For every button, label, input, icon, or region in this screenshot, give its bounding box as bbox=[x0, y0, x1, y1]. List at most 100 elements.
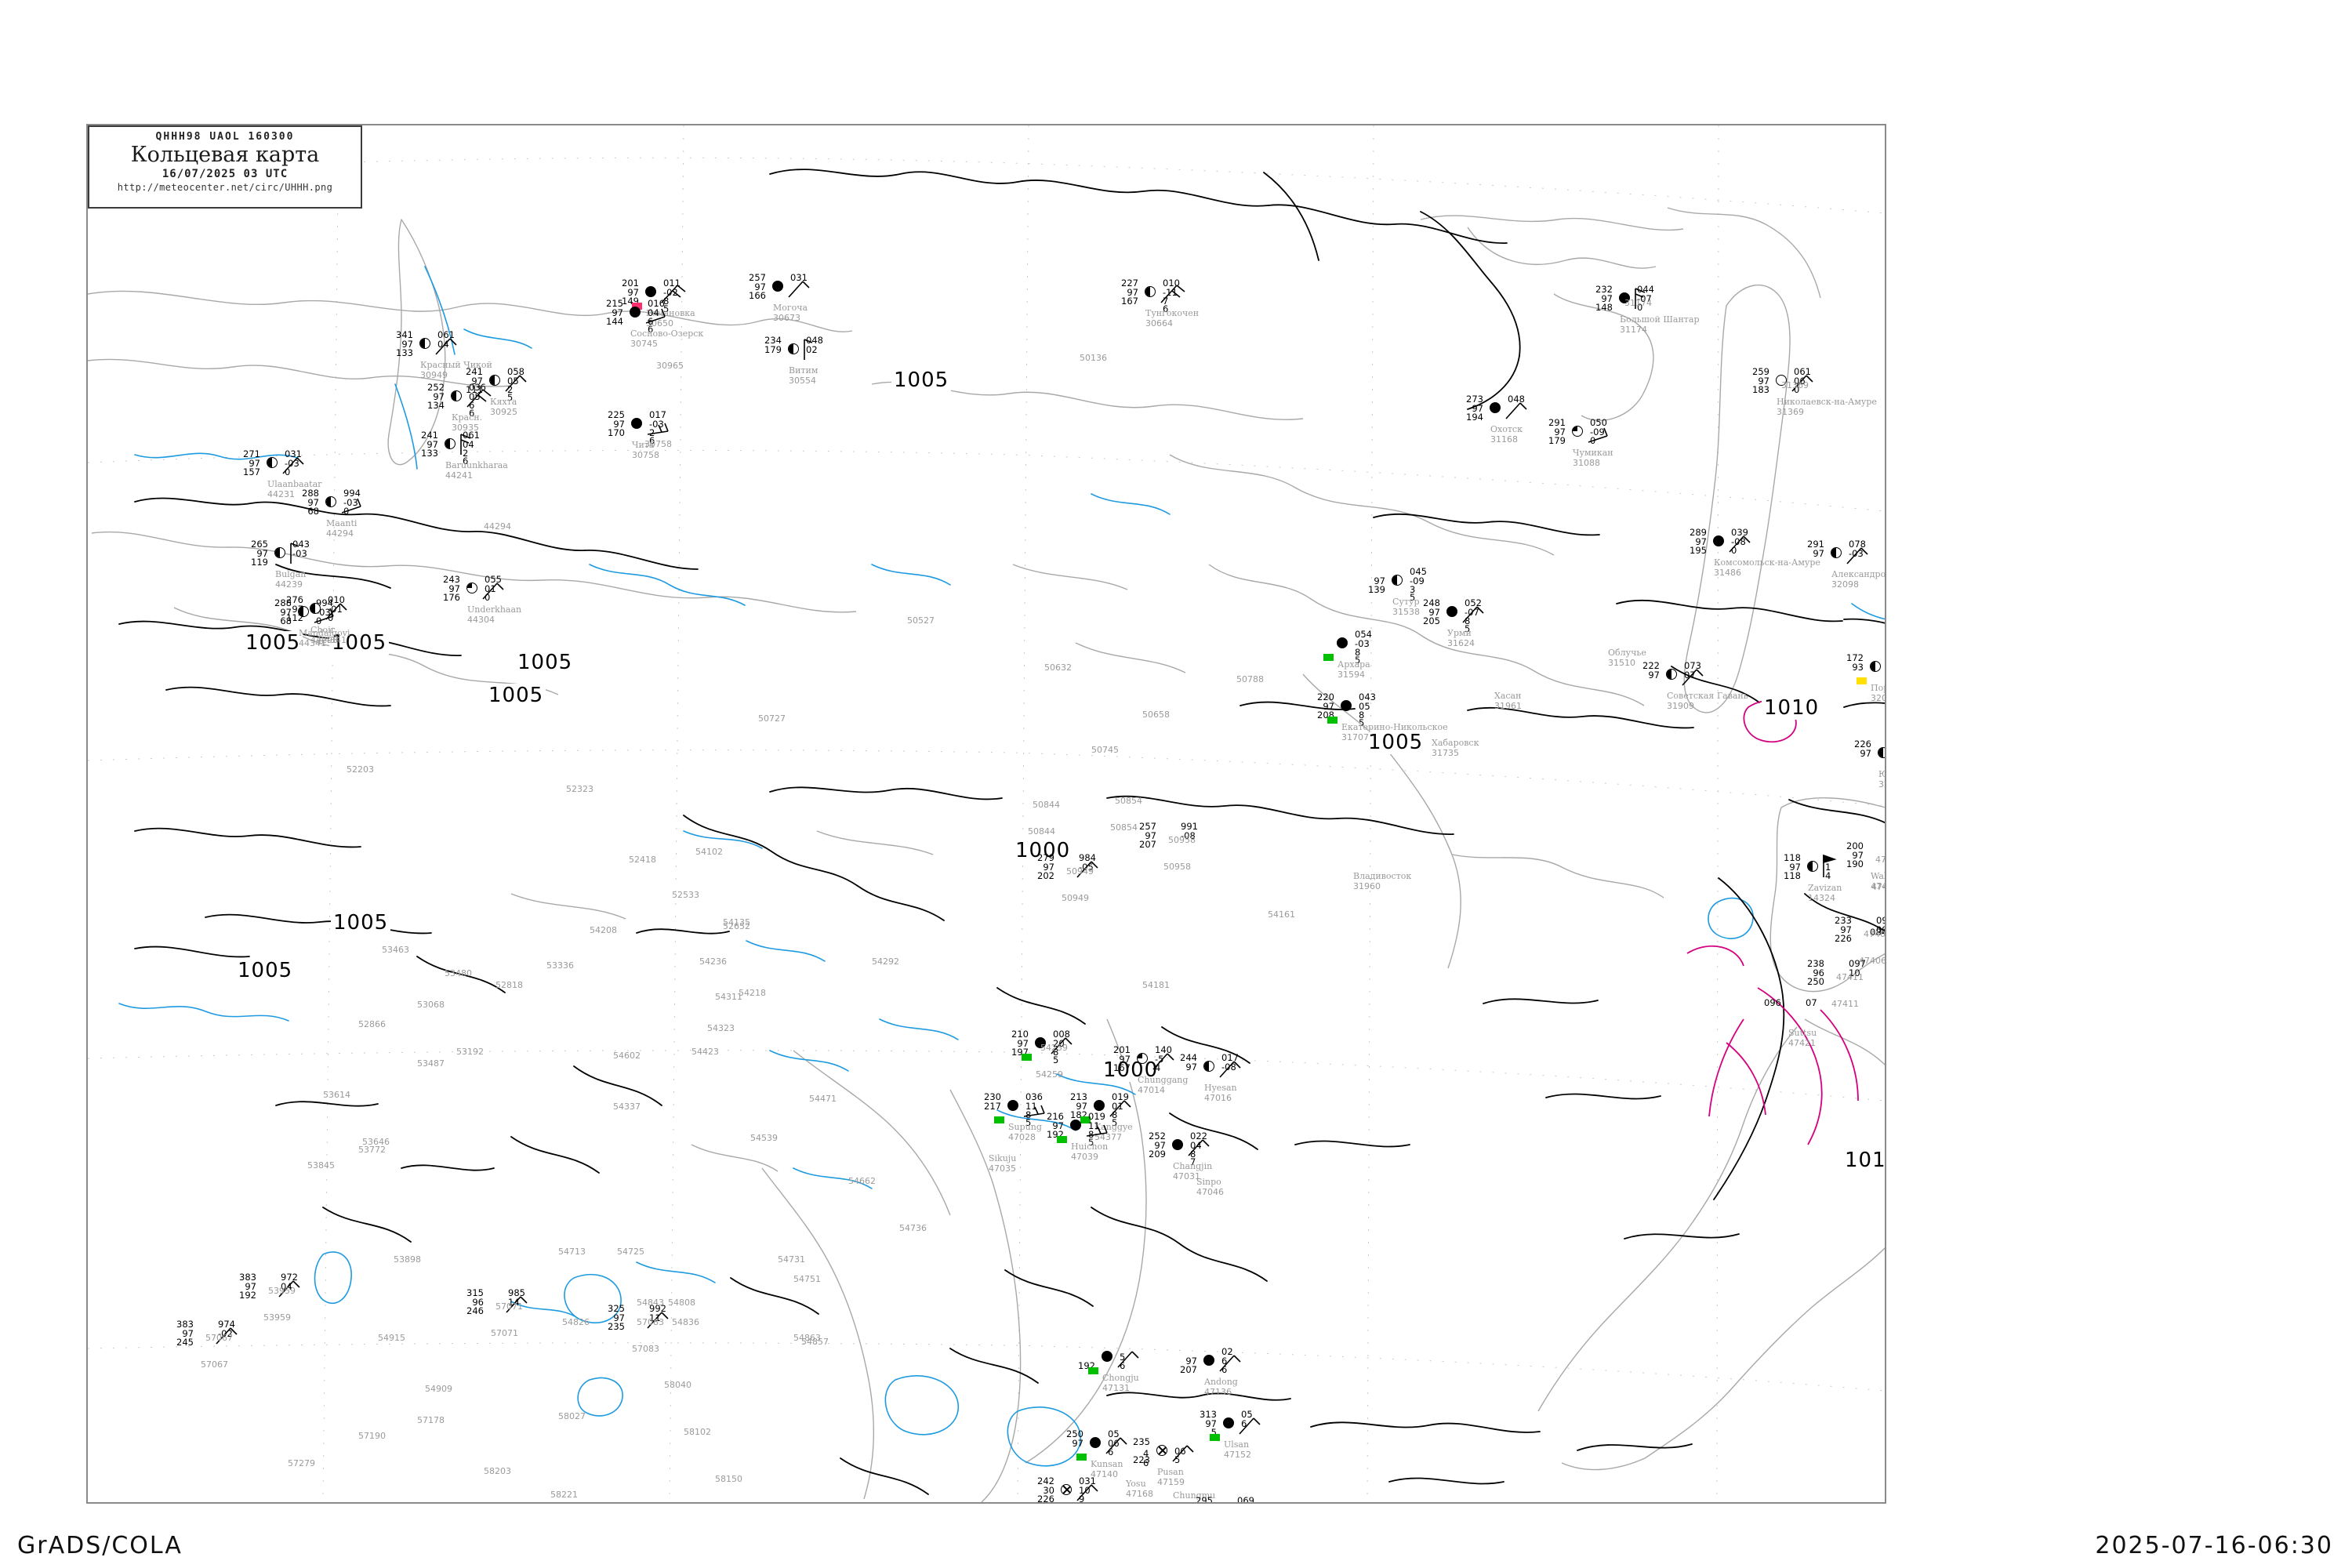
station-pressure: 043 bbox=[1359, 691, 1376, 702]
station-temperature: 265 bbox=[251, 538, 268, 550]
station-dewpoint: 5 bbox=[1210, 1427, 1217, 1438]
station-cloud-low: 5 bbox=[1174, 1454, 1181, 1465]
station-temperature: 250 bbox=[1066, 1428, 1083, 1439]
cloud-cover-symbol bbox=[1203, 1355, 1214, 1366]
station-name: Могоча bbox=[773, 303, 808, 313]
station-temperature: 252 bbox=[1149, 1130, 1166, 1142]
station-id: 30949 bbox=[420, 370, 448, 380]
station-id: 58150 bbox=[715, 1474, 742, 1484]
station-dewpoint: 182 bbox=[1070, 1109, 1087, 1120]
station-id: 31174 bbox=[1624, 298, 1652, 308]
station-id: 44341 bbox=[299, 638, 326, 648]
station-id: 54843 bbox=[637, 1298, 664, 1308]
station-pressure-tendency: 05 bbox=[469, 391, 481, 402]
station-dewpoint: 207 bbox=[1180, 1364, 1197, 1375]
station-id: 53959 bbox=[263, 1312, 291, 1323]
station-id: 50658 bbox=[1142, 710, 1170, 720]
station-cloud-low: 2 bbox=[507, 384, 514, 395]
station-pressure: 972 bbox=[281, 1271, 298, 1283]
station-name: Chunggang bbox=[1138, 1075, 1189, 1085]
isobar-label: 1005 bbox=[1366, 731, 1426, 754]
station-pressure: 052 bbox=[1465, 597, 1482, 608]
isobar-label: 1005 bbox=[891, 368, 952, 392]
station-id: 44294 bbox=[484, 521, 511, 532]
station-pressure-tendency: 05 bbox=[1359, 701, 1370, 712]
station-name: Baruunkharaa bbox=[445, 460, 508, 470]
station-id: 30745 bbox=[630, 339, 658, 349]
station-id: 50727 bbox=[758, 713, 786, 724]
station-midleft-value: 97 bbox=[1205, 1418, 1217, 1429]
station-dewpoint: 166 bbox=[749, 290, 766, 301]
station-cloud-low: 9 bbox=[1079, 1494, 1085, 1502]
station-temperature: 291 bbox=[1548, 416, 1566, 428]
cloud-cover-symbol bbox=[772, 281, 783, 292]
cloud-cover-symbol bbox=[267, 457, 278, 468]
station-id: 31486 bbox=[1714, 568, 1741, 578]
station-temperature: 225 bbox=[608, 408, 625, 420]
station-midleft-value: 97 bbox=[292, 604, 303, 615]
station-dewpoint: 68 bbox=[307, 506, 319, 517]
station-id: 54102 bbox=[695, 847, 723, 857]
station-dewpoint: 157 bbox=[243, 466, 260, 477]
station-name: Sikuju bbox=[989, 1153, 1017, 1163]
station-midleft-value: 97 bbox=[448, 583, 460, 594]
station-id: 47421 bbox=[1788, 1038, 1816, 1048]
station-id: 30758 bbox=[632, 450, 659, 460]
station-name: Архара bbox=[1338, 659, 1370, 670]
station-id: 47035 bbox=[989, 1163, 1016, 1174]
station-pressure-tendency: 1 bbox=[1825, 862, 1831, 873]
station-temperature: 257 bbox=[1139, 820, 1156, 832]
station-id: 57083 bbox=[632, 1344, 659, 1354]
station-midleft-value: 97 bbox=[1695, 536, 1707, 547]
station-pressure: 008 bbox=[1053, 1028, 1070, 1040]
station-pressure: 4 bbox=[1143, 1447, 1149, 1459]
station-dewpoint: 192 bbox=[239, 1290, 256, 1301]
station-midleft-value: 97 bbox=[1840, 924, 1852, 935]
station-temperature: 210 bbox=[1011, 1028, 1029, 1040]
map-frame: 1005100510051005100510051005100510001000… bbox=[86, 124, 1886, 1504]
station-name: Supung bbox=[1008, 1122, 1042, 1132]
station-id: 32150 bbox=[1878, 779, 1885, 789]
station-cloud-mid: 5 bbox=[1410, 592, 1416, 603]
station-temperature: 233 bbox=[1835, 914, 1852, 926]
station-dewpoint: 209 bbox=[1149, 1149, 1166, 1160]
cloud-cover-symbol bbox=[1070, 1120, 1081, 1131]
station-cloud-low: 8 bbox=[1053, 1047, 1059, 1058]
cloud-cover-symbol bbox=[1392, 575, 1403, 586]
station-id: 31624 bbox=[1447, 638, 1475, 648]
station-temperature: 096 bbox=[1764, 996, 1781, 1008]
station-id: 47400 bbox=[1871, 882, 1885, 892]
station-pressure-tendency: 10 bbox=[1079, 1485, 1091, 1496]
station-midleft-value: 93 bbox=[1852, 662, 1864, 673]
cloud-cover-symbol bbox=[451, 390, 462, 401]
station-id: 54915 bbox=[378, 1333, 405, 1343]
station-pressure: 02 bbox=[1221, 1345, 1233, 1357]
station-id: 57190 bbox=[358, 1431, 386, 1441]
station-midleft-value: 97 bbox=[1052, 1120, 1064, 1131]
station-midleft-value: 217 bbox=[984, 1101, 1001, 1112]
station-pressure-tendency: 04 bbox=[1190, 1140, 1202, 1151]
station-midleft-value: 97 bbox=[1758, 376, 1769, 387]
station-pressure-tendency: -09 bbox=[1410, 575, 1425, 586]
station-cloud-mid: 5 bbox=[1053, 1054, 1059, 1065]
present-weather-flag bbox=[1323, 654, 1334, 661]
station-id: 54857 bbox=[801, 1337, 829, 1347]
cloud-cover-symbol bbox=[1156, 1445, 1167, 1456]
station-id: 52652 bbox=[723, 921, 750, 931]
station-cloud-low: 6 bbox=[1221, 1364, 1228, 1375]
station-name: Suttsu bbox=[1788, 1028, 1817, 1038]
station-temperature: 230 bbox=[984, 1091, 1001, 1102]
station-id: 32098 bbox=[1831, 579, 1859, 590]
station-pressure: 017 bbox=[1221, 1051, 1239, 1063]
station-id: 54808 bbox=[668, 1298, 695, 1308]
station-id: 54471 bbox=[809, 1094, 837, 1104]
station-pressure-tendency: -03 bbox=[649, 419, 664, 430]
station-id: 44231 bbox=[267, 489, 295, 499]
station-dewpoint: 111 bbox=[466, 384, 483, 395]
station-id: 53336 bbox=[546, 960, 574, 971]
station-id: 52203 bbox=[347, 764, 374, 775]
station-pressure-tendency: 06 bbox=[1794, 376, 1806, 387]
station-pressure-tendency: 07 bbox=[1684, 670, 1696, 681]
map-canvas: 1005100510051005100510051005100510001000… bbox=[88, 125, 1885, 1502]
station-dewpoint: 207 bbox=[1139, 839, 1156, 850]
